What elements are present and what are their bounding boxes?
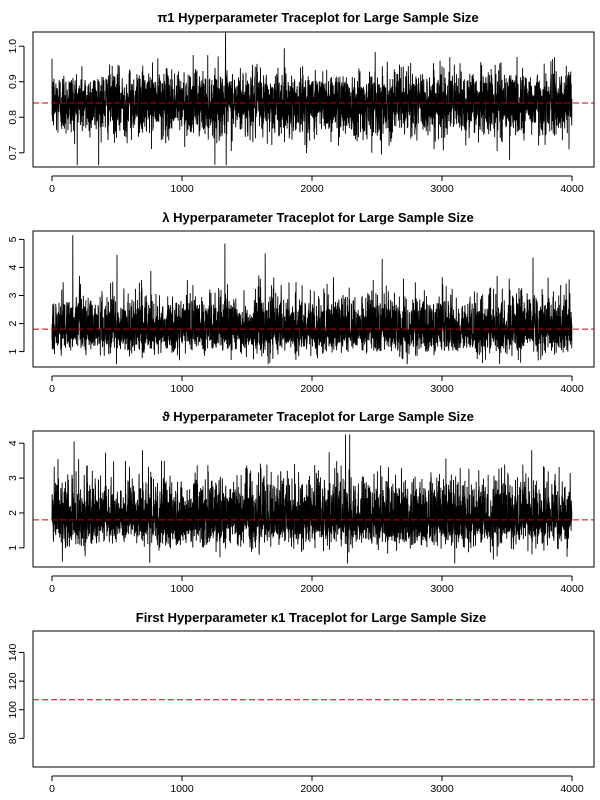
panel-title: λ Hyperparameter Traceplot for Large Sam…: [162, 210, 473, 225]
x-tick-label: 0: [49, 383, 55, 395]
trace-line: [51, 235, 573, 365]
y-tick-label: 1.0: [7, 39, 19, 54]
y-tick-label: 1: [7, 348, 19, 354]
plot-frame: [32, 31, 595, 168]
plot-frame: [32, 230, 595, 368]
x-tick-label: 1000: [170, 383, 194, 395]
panel-kappa1: First Hyperparameter κ1 Traceplot for La…: [7, 610, 595, 795]
panel-theta: ϑ Hyperparameter Traceplot for Large Sam…: [7, 409, 595, 595]
x-tick-label: 3000: [430, 383, 454, 395]
panel-pi1: π1 Hyperparameter Traceplot for Large Sa…: [7, 10, 595, 195]
y-tick-label: 100: [7, 701, 19, 719]
x-tick-label: 4000: [560, 183, 584, 195]
trace-layer: 0 1000 2000 3000 4000 0.7 0.8 0.9 1.0: [7, 31, 594, 195]
y-tick-label: 2: [7, 510, 19, 516]
panel-title: ϑ Hyperparameter Traceplot for Large Sam…: [162, 409, 474, 424]
panel-title: π1 Hyperparameter Traceplot for Large Sa…: [157, 10, 478, 25]
y-tick-label: 3: [7, 292, 19, 298]
trace-layer: 0 1000 2000 3000 4000 1 2 3 4: [7, 434, 594, 595]
trace-layer: 0 1000 2000 3000 4000 80 100 120 140: [7, 644, 594, 795]
y-tick-label: 4: [7, 440, 19, 446]
x-tick-label: 2000: [300, 583, 324, 595]
x-tick-label: 3000: [430, 583, 454, 595]
trace-line: [51, 434, 573, 564]
y-tick-label: 2: [7, 320, 19, 326]
y-tick-label: 140: [7, 644, 19, 662]
y-tick-label: 5: [7, 236, 19, 242]
y-tick-label: 0.7: [7, 145, 19, 160]
y-tick-label: 0.9: [7, 74, 19, 89]
x-tick-label: 1000: [170, 183, 194, 195]
x-tick-label: 0: [49, 183, 55, 195]
x-tick-label: 4000: [560, 783, 584, 795]
y-tick-label: 80: [7, 732, 19, 744]
plot-frame: [32, 630, 595, 768]
x-tick-label: 0: [49, 783, 55, 795]
panel-title: First Hyperparameter κ1 Traceplot for La…: [136, 610, 486, 625]
x-tick-label: 2000: [300, 183, 324, 195]
trace-layer: 0 1000 2000 3000 4000 1 2 3 4 5: [7, 235, 594, 395]
x-tick-label: 4000: [560, 383, 584, 395]
x-tick-label: 3000: [430, 183, 454, 195]
y-tick-label: 4: [7, 264, 19, 270]
y-tick-label: 3: [7, 475, 19, 481]
x-tick-label: 1000: [170, 583, 194, 595]
x-tick-label: 1000: [170, 783, 194, 795]
y-tick-label: 1: [7, 545, 19, 551]
x-tick-label: 4000: [560, 583, 584, 595]
plot-frame: [32, 430, 595, 568]
x-tick-label: 0: [49, 583, 55, 595]
y-tick-label: 0.8: [7, 110, 19, 125]
trace-line: [51, 31, 573, 166]
x-tick-label: 2000: [300, 383, 324, 395]
y-tick-label: 120: [7, 672, 19, 690]
x-tick-label: 2000: [300, 783, 324, 795]
x-tick-label: 3000: [430, 783, 454, 795]
panel-lambda: λ Hyperparameter Traceplot for Large Sam…: [7, 210, 595, 395]
